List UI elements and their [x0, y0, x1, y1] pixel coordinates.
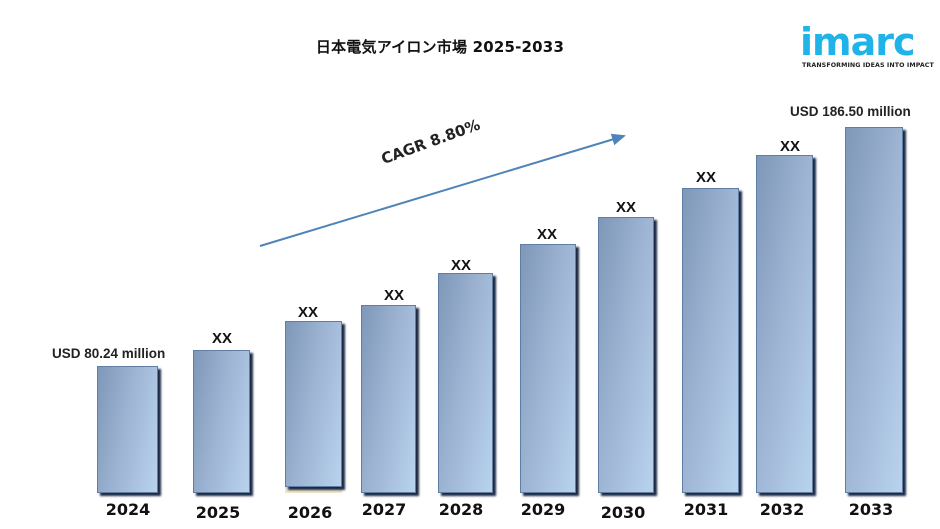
year-label-2028: 2028	[438, 500, 484, 519]
bar-2027	[361, 305, 416, 493]
bar-2026	[285, 321, 342, 487]
bar-2024	[97, 366, 158, 493]
year-label-2030: 2030	[600, 503, 646, 522]
logo-wordmark: imarc	[800, 20, 916, 64]
logo-tagline: TRANSFORMING IDEAS INTO IMPACT	[802, 62, 934, 69]
year-label-2025: 2025	[195, 503, 241, 522]
bar-2032	[756, 155, 813, 493]
value-label-2024: USD 80.24 million	[52, 346, 166, 361]
year-label-2027: 2027	[361, 500, 407, 519]
year-label-2026: 2026	[287, 503, 333, 522]
value-label-2026: XX	[297, 304, 318, 321]
value-label-2030: XX	[615, 199, 636, 216]
chart-title: 日本電気アイロン市場 2025-2033	[315, 38, 565, 56]
value-label-2031: XX	[695, 169, 716, 186]
value-label-2033: USD 186.50 million	[790, 104, 911, 119]
bar-2029	[520, 244, 576, 493]
year-label-2029: 2029	[520, 500, 566, 519]
year-label-2032: 2032	[759, 500, 805, 519]
value-label-2032: XX	[779, 138, 800, 155]
bar-2025	[193, 350, 250, 493]
year-label-2033: 2033	[848, 500, 894, 519]
year-label-2024: 2024	[105, 500, 151, 519]
value-label-2029: XX	[536, 226, 557, 243]
bar-2028	[438, 273, 493, 493]
value-label-2025: XX	[211, 330, 232, 347]
imarc-logo: imarc TRANSFORMING IDEAS INTO IMPACT	[798, 12, 938, 72]
value-label-2027: XX	[383, 287, 404, 304]
bar-2030	[598, 217, 654, 493]
year-label-2031: 2031	[683, 500, 729, 519]
bar-2031	[682, 188, 739, 493]
bar-2033	[845, 127, 903, 493]
value-label-2028: XX	[450, 257, 471, 274]
